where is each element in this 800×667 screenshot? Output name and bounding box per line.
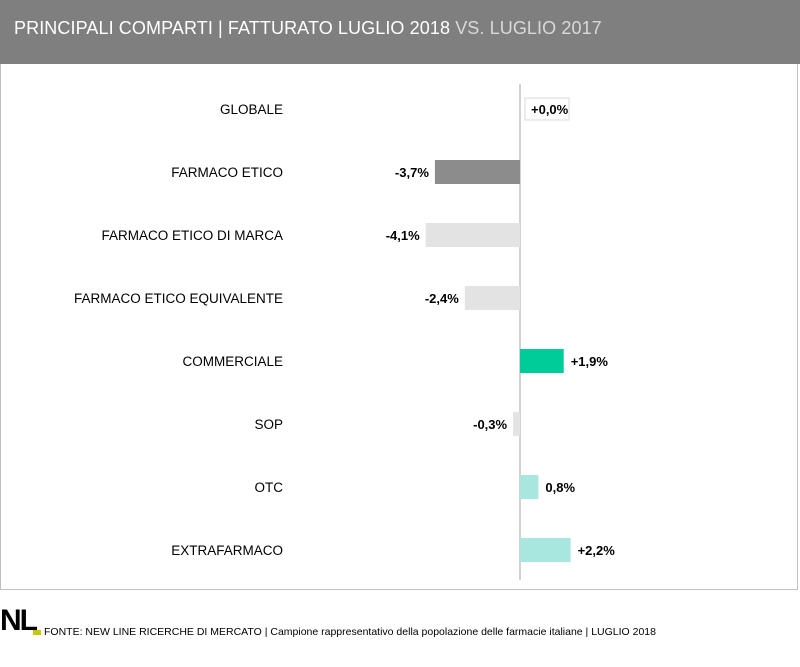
new-line-logo: NL	[0, 604, 38, 637]
value-label: +0,0%	[531, 102, 569, 117]
category-label: COMMERCIALE	[182, 354, 283, 369]
value-label-box	[524, 97, 570, 121]
footer: NL FONTE: NEW LINE RICERCHE DI MERCATO |…	[0, 600, 800, 667]
value-label: -4,1%	[386, 228, 420, 243]
value-label: -2,4%	[425, 291, 459, 306]
category-label: SOP	[254, 417, 283, 432]
value-label: +1,9%	[571, 354, 609, 369]
category-label: FARMACO ETICO DI MARCA	[101, 228, 283, 243]
category-label: GLOBALE	[220, 102, 283, 117]
bar	[434, 160, 520, 184]
category-label: FARMACO ETICO	[171, 165, 283, 180]
plot-area	[0, 64, 798, 590]
source-note: FONTE: NEW LINE RICERCHE DI MERCATO | Ca…	[44, 626, 656, 638]
bar	[513, 412, 520, 436]
bar-chart: GLOBALE +0,0% FARMACO ETICO -3,7% FARMACO ET…	[74, 84, 616, 580]
value-label: +2,2%	[578, 543, 616, 558]
category-label: FARMACO ETICO EQUIVALENTE	[74, 291, 283, 306]
title-sub: VS. LUGLIO 2017	[455, 18, 602, 38]
logo-accent-mark	[33, 630, 41, 635]
value-label: 0,8%	[545, 480, 575, 495]
value-label: -3,7%	[395, 165, 429, 180]
chart-header: PRINCIPALI COMPARTI | FATTURATO LUGLIO 2…	[0, 0, 800, 64]
category-label: OTC	[255, 480, 284, 495]
bar	[425, 223, 520, 247]
bar	[520, 538, 571, 562]
bar	[464, 286, 520, 310]
value-label: -0,3%	[473, 417, 507, 432]
title-main: PRINCIPALI COMPARTI | FATTURATO LUGLIO 2…	[14, 18, 451, 38]
category-label: EXTRAFARMACO	[171, 543, 283, 558]
bar	[520, 349, 564, 373]
bar	[520, 475, 539, 499]
chart-title: PRINCIPALI COMPARTI | FATTURATO LUGLIO 2…	[14, 18, 602, 39]
